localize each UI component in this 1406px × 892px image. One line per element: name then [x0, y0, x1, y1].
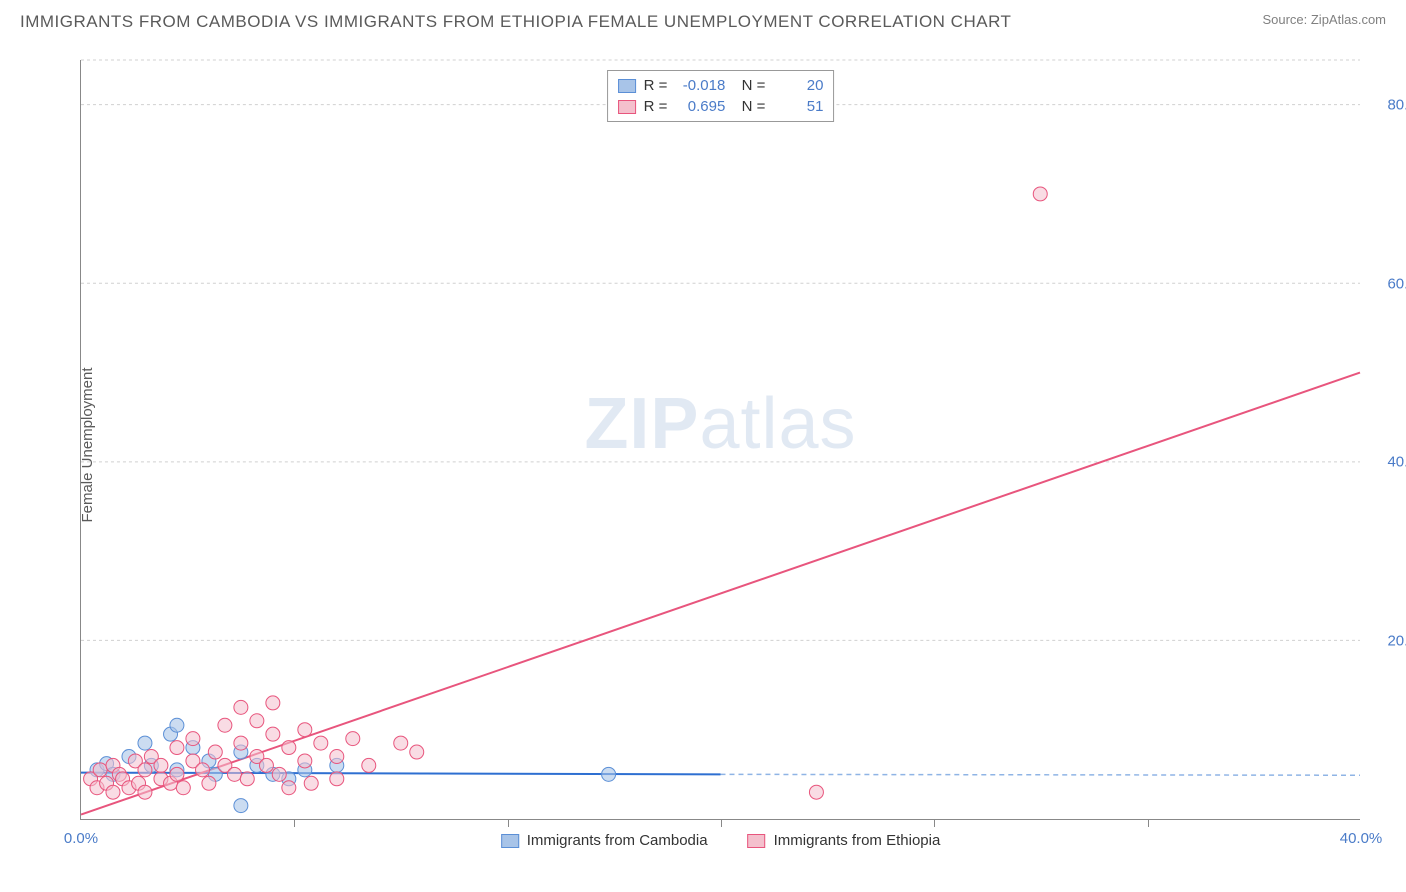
x-minor-tick	[1148, 819, 1149, 827]
scatter-point	[170, 718, 184, 732]
scatter-point	[298, 754, 312, 768]
stats-n-label: N =	[733, 98, 765, 115]
scatter-point	[250, 714, 264, 728]
scatter-point	[196, 763, 210, 777]
scatter-point	[809, 785, 823, 799]
scatter-point	[266, 696, 280, 710]
legend-item-ethiopia: Immigrants from Ethiopia	[748, 832, 941, 849]
x-tick-label: 40.0%	[1340, 830, 1383, 847]
scatter-point	[346, 732, 360, 746]
scatter-point	[138, 785, 152, 799]
plot-area: ZIPatlas R = -0.018 N = 20 R = 0.695 N =…	[80, 60, 1360, 820]
x-minor-tick	[721, 819, 722, 827]
chart-header: IMMIGRANTS FROM CAMBODIA VS IMMIGRANTS F…	[0, 0, 1406, 32]
legend-swatch-ethiopia	[748, 834, 766, 848]
scatter-point	[202, 776, 216, 790]
scatter-point	[106, 785, 120, 799]
scatter-point	[234, 736, 248, 750]
scatter-point	[240, 772, 254, 786]
scatter-point	[186, 732, 200, 746]
scatter-point	[1033, 187, 1047, 201]
scatter-point	[170, 767, 184, 781]
y-tick-label: 40.0%	[1387, 454, 1406, 471]
scatter-point	[218, 718, 232, 732]
scatter-point	[259, 758, 273, 772]
scatter-point	[394, 736, 408, 750]
y-tick-label: 20.0%	[1387, 633, 1406, 650]
scatter-point	[282, 781, 296, 795]
scatter-point	[330, 772, 344, 786]
stats-legend: R = -0.018 N = 20 R = 0.695 N = 51	[607, 70, 835, 122]
scatter-point	[298, 723, 312, 737]
scatter-point	[362, 758, 376, 772]
scatter-point	[272, 767, 286, 781]
stats-r-label: R =	[644, 77, 668, 94]
x-tick-label: 0.0%	[64, 830, 98, 847]
scatter-point	[176, 781, 190, 795]
stats-row-ethiopia: R = 0.695 N = 51	[618, 96, 824, 117]
y-tick-label: 80.0%	[1387, 96, 1406, 113]
stats-row-cambodia: R = -0.018 N = 20	[618, 75, 824, 96]
stats-r-label: R =	[644, 98, 668, 115]
bottom-legend: Immigrants from Cambodia Immigrants from…	[501, 832, 941, 849]
legend-label-ethiopia: Immigrants from Ethiopia	[774, 832, 941, 849]
x-minor-tick	[294, 819, 295, 827]
scatter-point	[138, 763, 152, 777]
scatter-point	[208, 745, 222, 759]
x-minor-tick	[934, 819, 935, 827]
swatch-ethiopia	[618, 100, 636, 114]
chart-title: IMMIGRANTS FROM CAMBODIA VS IMMIGRANTS F…	[20, 12, 1011, 32]
scatter-point	[602, 767, 616, 781]
scatter-point	[282, 741, 296, 755]
stats-r-ethiopia: 0.695	[675, 98, 725, 115]
scatter-point	[234, 700, 248, 714]
stats-n-ethiopia: 51	[773, 98, 823, 115]
scatter-point	[227, 767, 241, 781]
stats-r-cambodia: -0.018	[675, 77, 725, 94]
y-tick-label: 60.0%	[1387, 275, 1406, 292]
scatter-point	[138, 736, 152, 750]
plot-svg	[81, 60, 1360, 819]
scatter-point	[410, 745, 424, 759]
source-attribution: Source: ZipAtlas.com	[1262, 12, 1386, 27]
scatter-point	[266, 727, 280, 741]
legend-swatch-cambodia	[501, 834, 519, 848]
scatter-point	[304, 776, 318, 790]
scatter-point	[93, 763, 107, 777]
stats-n-cambodia: 20	[773, 77, 823, 94]
x-minor-tick	[508, 819, 509, 827]
scatter-point	[234, 799, 248, 813]
legend-item-cambodia: Immigrants from Cambodia	[501, 832, 708, 849]
swatch-cambodia	[618, 79, 636, 93]
legend-label-cambodia: Immigrants from Cambodia	[527, 832, 708, 849]
scatter-point	[314, 736, 328, 750]
scatter-point	[170, 741, 184, 755]
stats-n-label: N =	[733, 77, 765, 94]
scatter-point	[154, 758, 168, 772]
chart-container: Female Unemployment ZIPatlas R = -0.018 …	[50, 50, 1390, 840]
scatter-point	[330, 750, 344, 764]
